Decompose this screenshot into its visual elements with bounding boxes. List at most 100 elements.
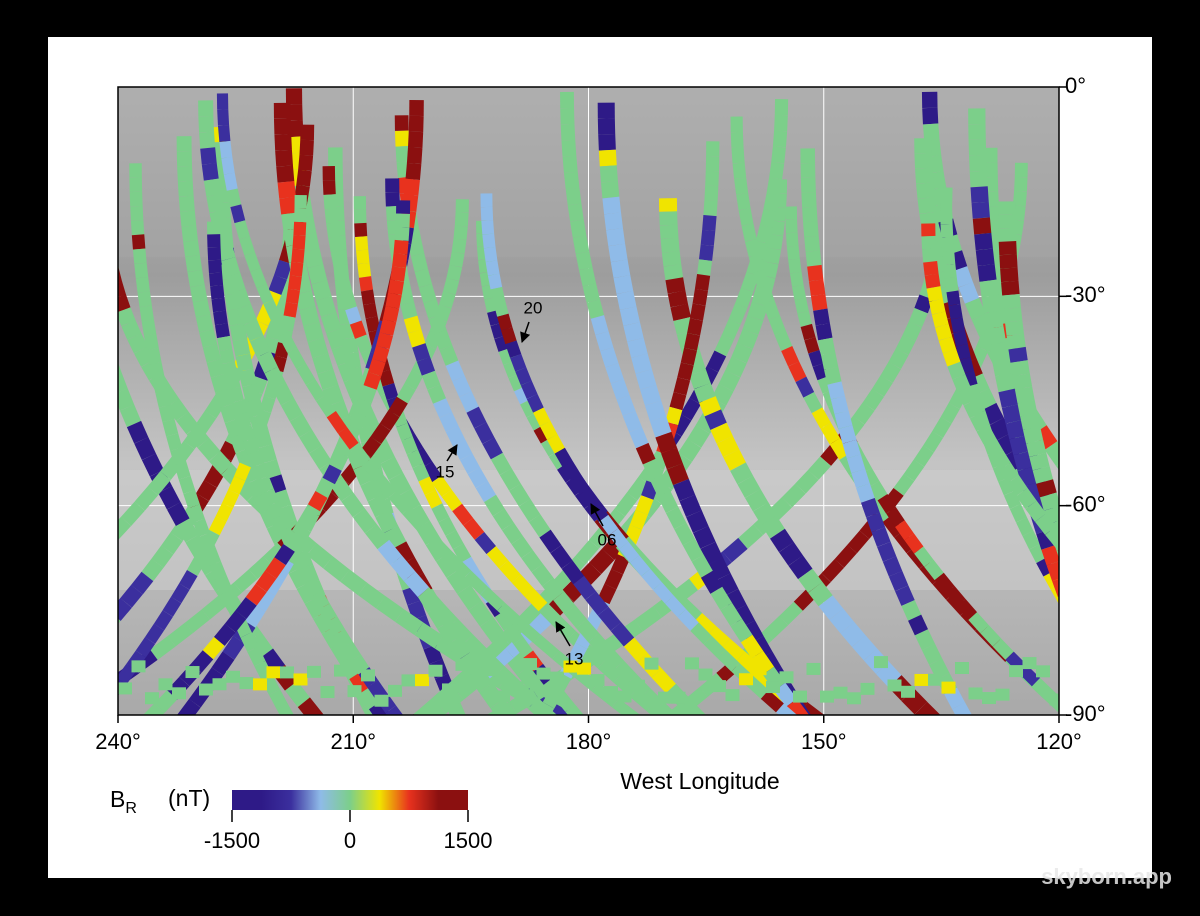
track	[946, 290, 961, 306]
track	[15, 613, 32, 628]
track	[170, 583, 190, 604]
track	[245, 398, 265, 418]
track	[243, 604, 266, 628]
track	[418, 283, 437, 304]
track	[564, 605, 588, 629]
track	[320, 686, 335, 699]
track	[634, 605, 662, 632]
track	[629, 509, 648, 530]
track	[914, 294, 933, 314]
track	[922, 248, 938, 263]
track	[221, 156, 235, 175]
track	[467, 467, 488, 489]
track	[641, 480, 659, 500]
track	[1009, 503, 1027, 523]
track	[1171, 590, 1187, 606]
track	[382, 382, 399, 401]
track	[521, 549, 543, 573]
track	[904, 533, 924, 554]
track	[339, 656, 362, 680]
track	[490, 286, 506, 304]
track	[781, 483, 806, 508]
track	[126, 420, 149, 444]
track	[487, 308, 507, 326]
track	[732, 162, 747, 180]
track	[563, 171, 580, 190]
track	[661, 447, 683, 470]
track	[774, 682, 798, 707]
track	[15, 369, 23, 383]
track	[659, 211, 678, 226]
track	[463, 517, 485, 540]
track	[261, 336, 281, 354]
track	[567, 203, 584, 222]
track	[958, 281, 980, 304]
track	[208, 272, 224, 287]
track	[818, 337, 836, 356]
track	[817, 376, 834, 394]
track	[445, 425, 466, 446]
track	[280, 398, 303, 422]
track	[922, 123, 940, 141]
track	[779, 542, 804, 566]
track	[665, 506, 687, 530]
track	[234, 412, 252, 429]
track	[550, 545, 573, 569]
track	[744, 238, 761, 258]
track	[231, 288, 252, 310]
track	[916, 182, 935, 199]
track	[953, 330, 968, 347]
track	[400, 301, 418, 320]
track	[368, 700, 391, 715]
track	[762, 247, 782, 265]
track	[811, 407, 832, 429]
track	[1003, 490, 1021, 509]
track	[217, 335, 233, 352]
track	[293, 221, 307, 236]
track	[376, 332, 394, 350]
track	[704, 185, 719, 202]
track	[840, 621, 866, 647]
track	[753, 269, 770, 289]
track	[725, 689, 740, 702]
track	[1032, 465, 1054, 484]
track	[395, 213, 410, 228]
track	[388, 684, 402, 697]
track	[442, 683, 456, 696]
track	[604, 686, 618, 699]
track	[737, 475, 761, 498]
track	[266, 666, 281, 679]
colorbar-tick-label: 0	[344, 828, 356, 853]
track	[166, 502, 190, 526]
track	[490, 698, 516, 715]
track	[10, 375, 17, 389]
track	[866, 512, 886, 533]
track	[702, 215, 717, 231]
track	[606, 227, 626, 247]
track	[698, 244, 714, 261]
track	[447, 554, 472, 579]
track	[707, 557, 731, 581]
track	[533, 407, 551, 427]
track	[998, 241, 1017, 256]
track	[781, 346, 800, 367]
track	[735, 287, 754, 309]
track	[0, 396, 7, 410]
track	[217, 109, 230, 126]
track	[846, 454, 866, 474]
track	[715, 573, 739, 597]
track	[493, 300, 509, 317]
track	[485, 260, 500, 276]
track	[924, 559, 944, 581]
track	[703, 636, 726, 658]
track	[242, 383, 261, 403]
track	[480, 586, 505, 611]
track	[118, 388, 135, 411]
annotation: 15	[436, 462, 455, 481]
track	[199, 329, 218, 348]
track	[344, 351, 361, 369]
track	[306, 543, 333, 569]
track	[32, 418, 40, 432]
track	[588, 632, 612, 657]
track	[870, 499, 893, 523]
